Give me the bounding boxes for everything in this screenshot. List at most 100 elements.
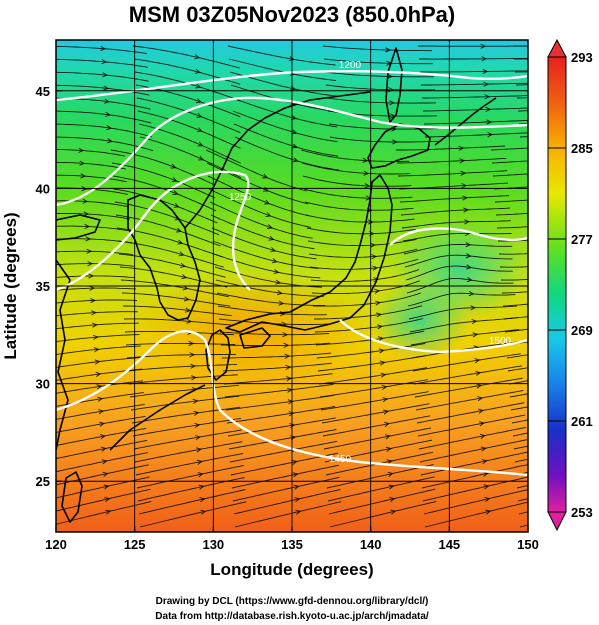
streamline-arrow [389, 497, 396, 503]
streamline-arrow [577, 460, 582, 464]
streamline-arrow [99, 434, 106, 440]
streamline-arrow [480, 446, 487, 452]
streamline-arrow [97, 396, 104, 402]
streamline [507, 367, 528, 372]
streamline-arrow [384, 421, 391, 427]
credit-drawing: Drawing by DCL (https://www.gfd-dennou.o… [156, 596, 429, 607]
streamline [421, 82, 528, 86]
streamline-arrow [385, 446, 392, 452]
streamline-arrow [104, 497, 111, 503]
streamline [56, 263, 135, 267]
streamline-arrow [193, 410, 200, 416]
streamline [232, 110, 338, 143]
streamline-arrow [194, 54, 201, 60]
streamline-arrow [275, 279, 282, 285]
streamline-arrow [91, 310, 97, 316]
colorbar: 293 285 277 269 261 253 [547, 38, 593, 532]
streamline [424, 501, 528, 528]
streamline [403, 244, 513, 255]
streamline-arrow [270, 247, 277, 253]
streamline-arrow [199, 497, 206, 503]
streamline [303, 188, 413, 199]
streamline-arrow [283, 342, 290, 349]
streamline-arrow [481, 56, 488, 62]
streamline [134, 441, 243, 463]
streamline-arrow [290, 114, 297, 120]
streamline [217, 305, 327, 316]
streamline-arrow [368, 219, 374, 225]
streamline-arrow [380, 372, 387, 378]
streamline [323, 427, 432, 450]
streamline [329, 136, 439, 143]
streamline-arrow [388, 484, 395, 490]
streamline-arrow [378, 348, 385, 354]
colorbar-tick-label: 269 [571, 323, 593, 338]
streamline [326, 464, 434, 489]
streamline-arrow [487, 132, 494, 138]
streamline-arrow [576, 44, 581, 48]
x-tick-label: 150 [517, 537, 539, 552]
colorbar-tick-label: 277 [571, 232, 593, 247]
lat-lon-grid [56, 40, 528, 532]
streamline-arrow [375, 300, 382, 306]
streamline-arrow [190, 363, 197, 369]
x-tick-label: 145 [438, 537, 460, 552]
streamline-arrow [580, 94, 585, 98]
streamline [212, 240, 319, 269]
streamline-arrow [196, 459, 203, 465]
streamline-arrow [262, 173, 269, 179]
streamline [421, 464, 528, 489]
colorbar-tick-label: 285 [571, 141, 593, 156]
streamline [56, 368, 143, 381]
streamline-arrow [389, 100, 396, 106]
streamline [56, 149, 125, 157]
streamline-arrow [392, 139, 398, 145]
streamline-arrow [81, 186, 88, 192]
streamline-arrow [83, 211, 90, 217]
streamline-arrow [177, 239, 184, 245]
contour-label: 1200 [339, 60, 362, 71]
x-axis-ticks: 120 125 130 135 140 145 150 [45, 526, 539, 552]
streamline-arrow [484, 94, 491, 100]
streamline-arrow [381, 384, 388, 390]
streamline-arrow [386, 459, 393, 465]
streamline [314, 318, 424, 333]
streamline-arrow [176, 227, 182, 233]
streamline [494, 199, 528, 203]
streamline [500, 278, 528, 281]
streamline [490, 147, 528, 151]
streamline-arrow [387, 73, 394, 80]
x-tick-label: 140 [360, 537, 382, 552]
streamline [317, 355, 427, 372]
streamline-arrow [377, 336, 384, 342]
streamline [409, 317, 519, 333]
streamline [491, 160, 528, 164]
streamline-arrow [200, 509, 207, 515]
streamline-arrow [170, 163, 177, 169]
streamline-arrow [484, 496, 491, 502]
streamline [139, 501, 247, 528]
streamline [495, 212, 528, 216]
streamline-arrow [292, 472, 299, 478]
streamline-arrow [478, 408, 485, 414]
streamline [210, 214, 315, 250]
streamline [139, 136, 242, 179]
contour-label: 1500 [489, 336, 512, 347]
streamline-arrow [93, 347, 100, 353]
streamline [118, 253, 226, 278]
streamline-arrow [580, 497, 585, 501]
streamline-arrow [576, 447, 581, 451]
streamline-arrow [106, 125, 113, 131]
streamline [416, 402, 525, 424]
streamline [424, 132, 528, 138]
streamline-arrow [566, 310, 571, 314]
streamline-arrow [578, 69, 583, 73]
streamline-arrow [282, 332, 289, 338]
streamline-arrow [582, 119, 587, 123]
streamline-arrow [575, 434, 580, 438]
streamline [224, 383, 334, 398]
streamline-arrow [195, 98, 202, 104]
streamline-arrow [90, 297, 96, 304]
streamline [328, 488, 436, 515]
streamline [324, 439, 433, 463]
